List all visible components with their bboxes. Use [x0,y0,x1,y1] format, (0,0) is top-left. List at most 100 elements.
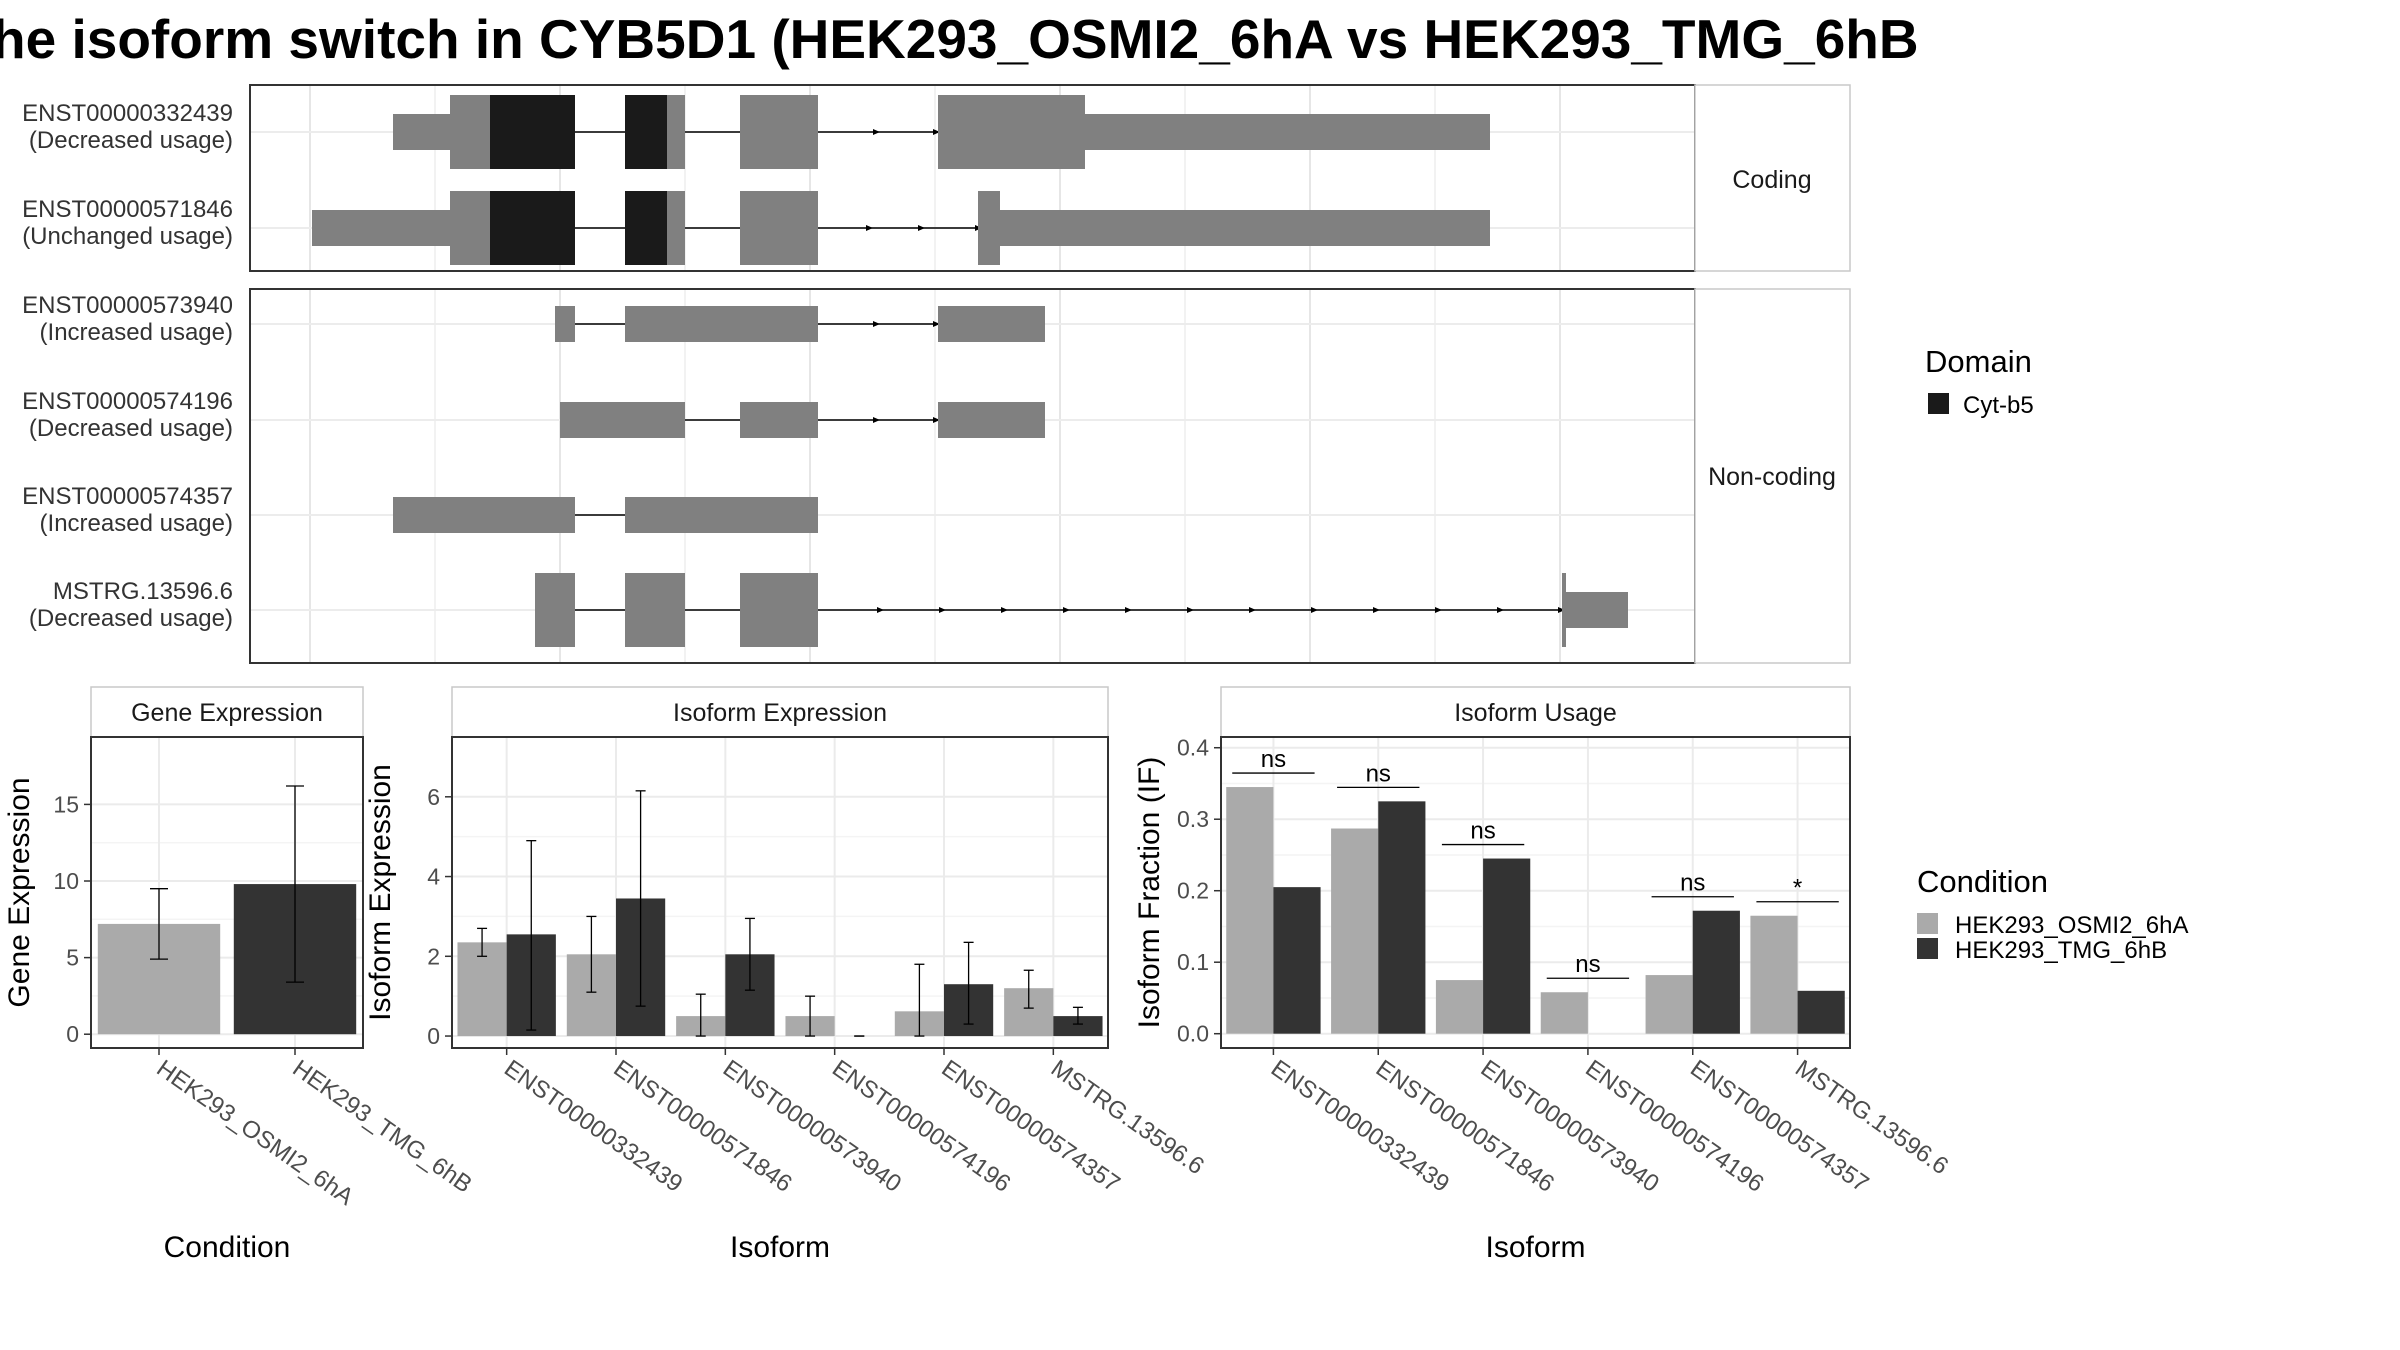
exon [667,95,685,169]
exon [938,306,1045,342]
intron-direction-arrow [1558,607,1565,613]
exon [1000,210,1490,246]
facet-strip-noncoding [1694,288,1851,664]
panel-strip [90,686,364,738]
transcript-usage-label: (Increased usage) [40,319,233,346]
panel-strip [1220,686,1851,738]
panel-frame [1220,736,1851,1049]
exon [1566,592,1628,628]
condition-legend-swatch-2 [1917,938,1938,959]
x-axis-title: Isoform [730,1231,830,1264]
intron-direction-arrow [1187,607,1194,613]
intron-direction-arrow [933,129,940,135]
bar [1053,1016,1103,1037]
intron-direction-arrow [877,607,884,613]
y-tick-label: 0.3 [1177,806,1209,832]
facet-label-coding: Coding [1732,166,1811,194]
transcript-id-label: ENST00000574196 [22,388,233,415]
condition-legend-label-2: HEK293_TMG_6hB [1955,937,2167,964]
y-tick-label: 6 [427,784,440,810]
significance-label: ns [1261,746,1286,773]
domain-exon [625,191,667,265]
x-tick-label: ENST00000574196 [827,1055,1015,1198]
intron-direction-arrow [1311,607,1318,613]
bar [1797,990,1845,1034]
domain-exon [490,191,575,265]
intron-direction-arrow [1063,607,1070,613]
y-tick-label: 0.2 [1177,878,1209,904]
y-tick-label: 4 [427,864,440,890]
bar [1645,975,1693,1034]
significance-label: * [1793,875,1802,902]
panel-strip-label: Isoform Expression [673,699,887,727]
condition-legend-label-1: HEK293_OSMI2_6hA [1955,912,2188,939]
transcript-id-label: ENST00000574357 [22,483,233,510]
exon [740,95,818,169]
bar [1273,887,1321,1034]
x-axis-title: Isoform [1485,1231,1585,1264]
facet-label-noncoding: Non-coding [1708,463,1836,491]
structure-marks [312,95,1628,647]
intron-direction-arrow [1001,607,1008,613]
transcript-usage-label: (Decreased usage) [29,605,233,632]
bar [1331,828,1379,1034]
domain-legend-swatch [1928,393,1949,414]
exon [450,95,490,169]
bar [1378,801,1426,1034]
figure-title: he isoform switch in CYB5D1 (HEK293_OSMI… [0,8,1919,70]
significance-label: ns [1470,818,1495,845]
domain-exon [625,95,667,169]
intron-direction-arrow [933,321,940,327]
y-tick-label: 5 [66,945,79,971]
panel-strip-label: Gene Expression [131,699,323,727]
exon [978,191,1000,265]
significance-label: ns [1680,870,1705,897]
transcript-id-label: ENST00000571846 [22,196,233,223]
exon [1562,573,1566,647]
exon [555,306,575,342]
x-tick-label: ENST00000571846 [609,1055,797,1198]
y-tick-label: 0.1 [1177,949,1209,975]
bar [1692,910,1740,1034]
transcript-id-label: MSTRG.13596.6 [53,578,233,605]
gene-expression-panel: Gene Expression051015HEK293_OSMI2_6hAHEK… [3,686,477,1264]
x-tick-label: ENST00000332439 [1266,1055,1454,1198]
exon [560,402,685,438]
bar [457,942,507,1037]
exon [625,573,685,647]
panel-frame [451,736,1109,1049]
exon [450,191,490,265]
y-tick-label: 15 [53,791,79,817]
x-tick-label: ENST00000332439 [499,1055,687,1198]
isoform-expression-panel: Isoform Expression0246ENST00000332439ENS… [364,686,1209,1264]
bar [1750,915,1798,1034]
plot-area [1221,737,1850,1048]
panel-strip [451,686,1109,738]
significance-label: ns [1366,760,1391,787]
x-tick-label: ENST00000574357 [937,1055,1125,1198]
exon [1085,114,1490,150]
exon [625,497,818,533]
exon [393,114,452,150]
domain-legend: Domain Cyt-b5 [1925,344,2034,419]
x-tick-label: ENST00000574196 [1580,1055,1768,1198]
intron-direction-arrow [1125,607,1132,613]
y-axis-title: Gene Expression [3,777,36,1007]
intron-direction-arrow [1373,607,1380,613]
exon [393,497,575,533]
exon [740,573,818,647]
intron-direction-arrow [866,225,873,231]
exon [625,306,818,342]
x-tick-label: ENST00000573940 [1476,1055,1664,1198]
isoform-usage-panel: Isoform Usage ns ns ns ns ns * 0.0 0.1 0.2 0.3 0.4 E… [1133,686,1953,1264]
y-tick-label: 0 [427,1023,440,1049]
y-tick-label: 0.0 [1177,1021,1209,1047]
domain-legend-title: Domain [1925,344,2032,379]
y-axis-title: Isoform Expression [364,764,397,1021]
intron-direction-arrow [933,417,940,423]
condition-legend-swatch-1 [1917,913,1938,934]
noncoding-panel-frame [249,288,1696,664]
significance-label: ns [1575,951,1600,978]
condition-legend-title: Condition [1917,864,2048,899]
